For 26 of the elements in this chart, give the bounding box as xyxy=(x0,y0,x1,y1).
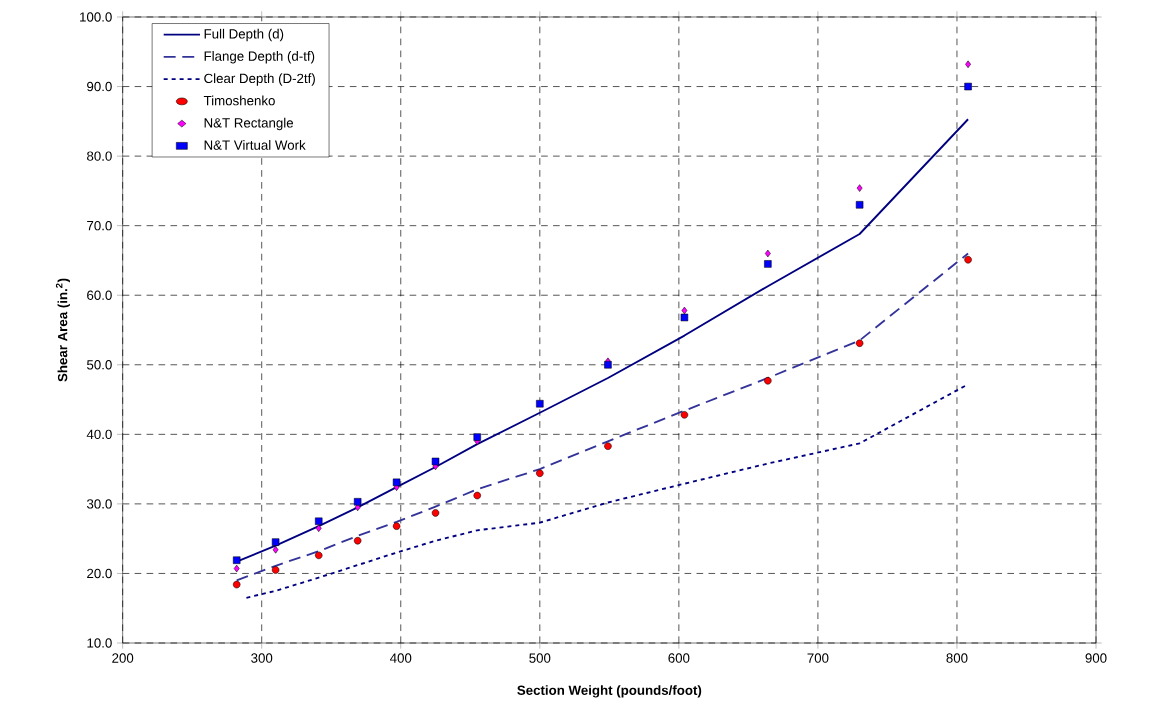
y-tick-label: 40.0 xyxy=(86,429,112,440)
x-tick-label: 500 xyxy=(529,653,551,663)
y-axis-title: Shear Area (in.$^{2}$) xyxy=(55,278,70,382)
y-tick-label: 100.0 xyxy=(80,12,112,22)
x-tick-label: 300 xyxy=(251,653,273,663)
y-tick-label: 20.0 xyxy=(87,568,112,579)
legend-label: Flange Depth (d-tf) xyxy=(204,51,315,64)
x-tick-label: 200 xyxy=(112,653,134,663)
y-tick-label: 80.0 xyxy=(87,151,112,161)
x-tick-label: 400 xyxy=(389,653,412,663)
x-tick-label: 900 xyxy=(1085,653,1107,663)
legend-label: Clear Depth (D-2tf) xyxy=(204,73,315,86)
y-tick-label: 70.0 xyxy=(87,220,112,231)
legend-label: Full Depth (d) xyxy=(204,28,284,42)
y-tick-label: 60.0 xyxy=(87,290,112,300)
y-tick-label: 50.0 xyxy=(86,360,112,370)
legend-label: N&T Rectangle xyxy=(204,117,294,131)
x-tick-label: 700 xyxy=(807,653,829,663)
y-tick-label: 10.0 xyxy=(87,638,112,648)
x-axis-title: Section Weight (pounds/foot) xyxy=(517,685,702,698)
legend-label: N&T Virtual Work xyxy=(204,140,306,150)
y-tick-label: 90.0 xyxy=(87,81,112,92)
x-tick-label: 600 xyxy=(668,653,690,663)
legend-label: Timoshenko xyxy=(203,95,275,106)
y-tick-label: 30.0 xyxy=(86,499,112,509)
x-tick-label: 800 xyxy=(946,653,968,663)
